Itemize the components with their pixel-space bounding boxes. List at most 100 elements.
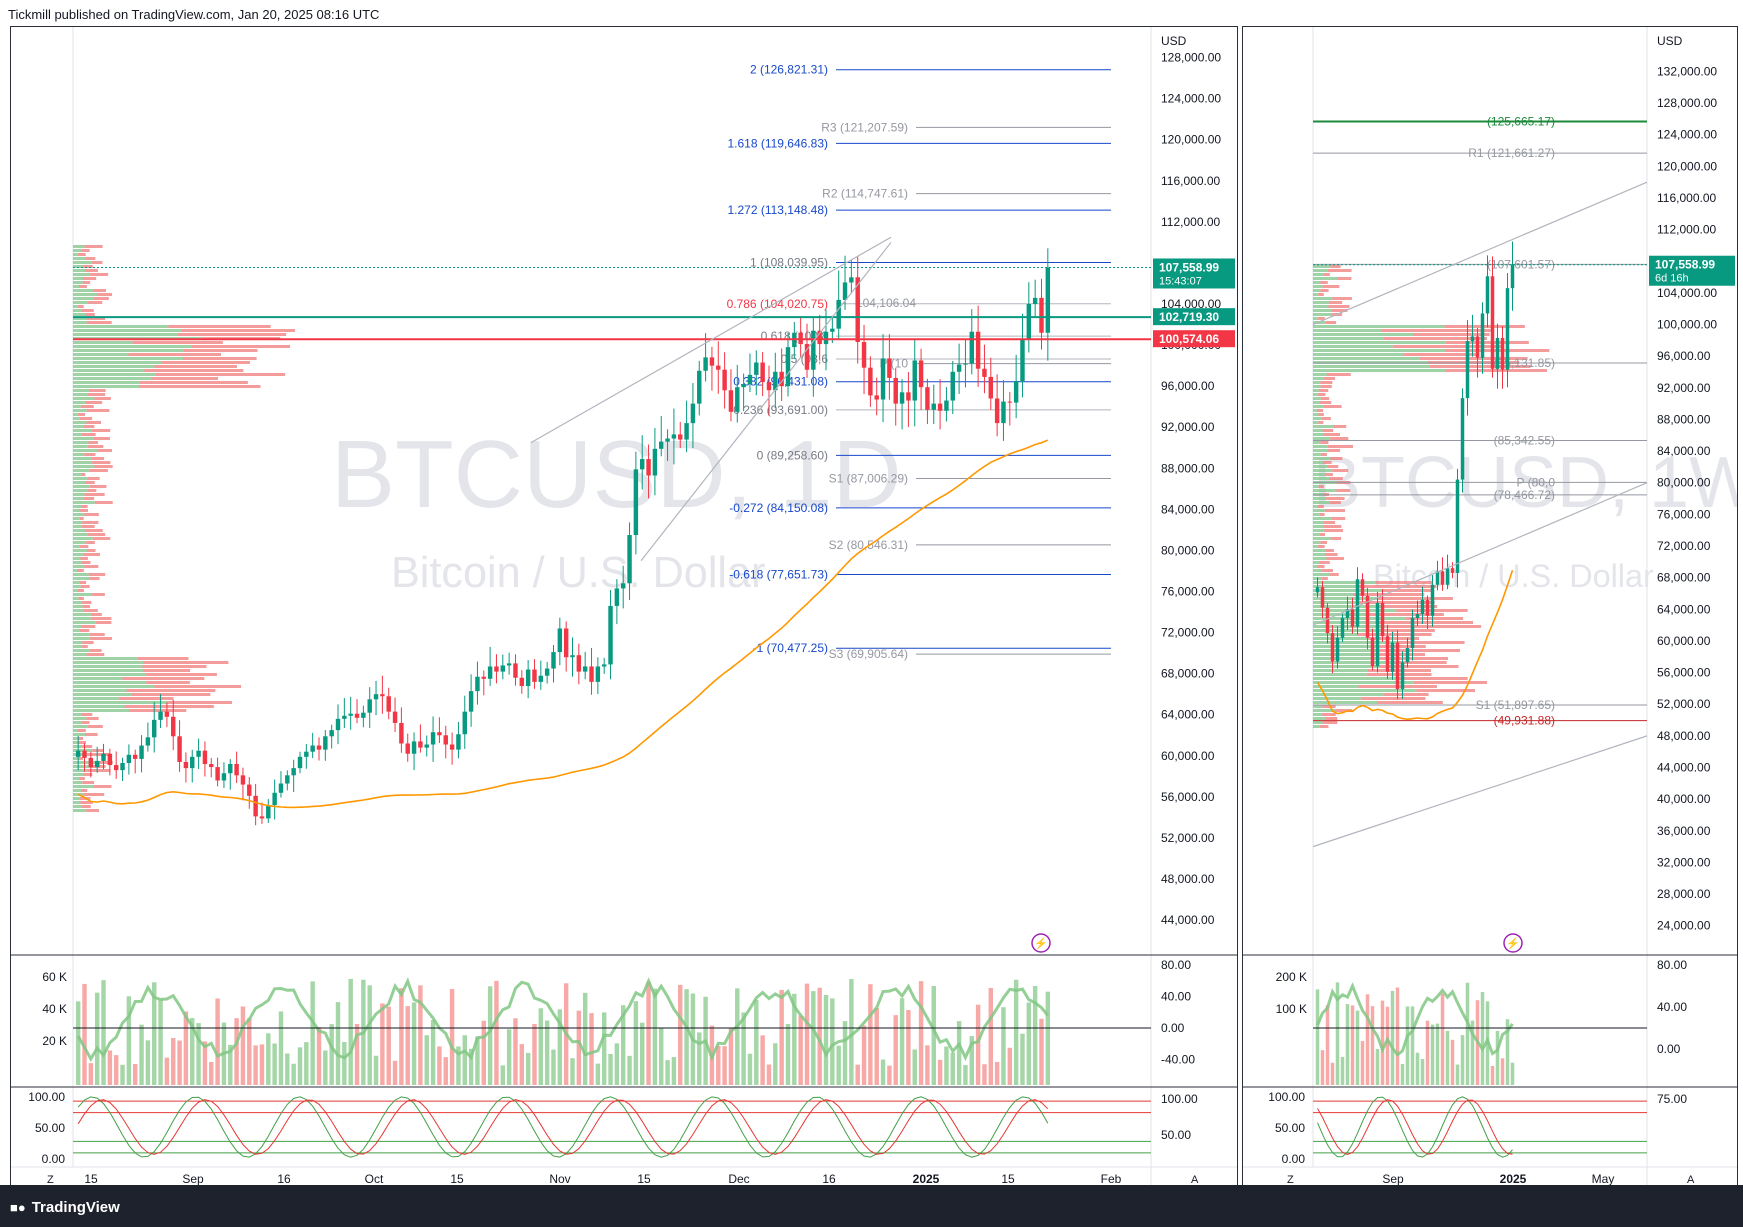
candle-body [811, 330, 816, 370]
candle-body [215, 767, 220, 781]
volume-profile-down-bar [83, 773, 93, 776]
candle-body [152, 719, 157, 738]
candle-body [640, 459, 645, 470]
volume-profile-up-bar [73, 581, 80, 584]
volume-profile-up-bar [1313, 721, 1323, 724]
pivot-level-label: S2 (80,546.31) [829, 538, 908, 552]
candle-body [120, 762, 125, 771]
volume-profile-up-bar [73, 673, 147, 676]
volume-profile-down-bar [1322, 713, 1336, 716]
fib-level-label: -0.272 (84,150.08) [729, 501, 828, 515]
tradingview-brand[interactable]: ■● TradingView [10, 1199, 120, 1216]
volume-profile-up-bar [73, 597, 79, 600]
volume-profile-down-bar [82, 745, 93, 748]
volume-profile-up-bar [73, 533, 88, 536]
time-tick-label: 16 [822, 1172, 836, 1186]
volume-profile-up-bar [1313, 593, 1354, 596]
volume-bar [944, 1046, 949, 1085]
volume-bar [1325, 1005, 1330, 1085]
volume-bar [310, 981, 315, 1085]
candle-body [773, 371, 778, 391]
volume-bar [316, 1027, 322, 1085]
volume-profile-down-bar [97, 293, 113, 296]
volume-profile-up-bar [1313, 305, 1329, 308]
candle-body [266, 805, 271, 819]
volume-profile-down-bar [1320, 441, 1329, 444]
fib-level-label: 2 (126,821.31) [750, 63, 828, 77]
volume-bar [1495, 1030, 1500, 1085]
candle-body [462, 711, 467, 735]
candle-body [475, 676, 480, 692]
volume-bar [113, 1055, 119, 1085]
volume-bar [1039, 1018, 1044, 1085]
volume-bar [342, 1041, 347, 1085]
volume-profile-up-bar [1313, 325, 1445, 328]
volume-profile-down-bar [1322, 461, 1332, 464]
volume-profile-up-bar [1313, 597, 1378, 600]
volume-bar [1465, 982, 1470, 1085]
candle-body [405, 743, 410, 754]
volume-profile-down-bar [1326, 557, 1344, 560]
volume-profile-down-bar [139, 385, 261, 388]
volume-profile-down-bar [93, 297, 109, 300]
candle-body [228, 764, 233, 774]
volume-profile-down-bar [143, 669, 191, 672]
volume-bar [253, 1045, 258, 1085]
volume-profile-down-bar [1333, 425, 1347, 428]
volume-profile-down-bar [79, 509, 89, 512]
price-tick-label: 128,000.00 [1161, 51, 1221, 65]
volume-bar [956, 1021, 962, 1085]
weekly-chart-panel[interactable]: BTCUSD, 1W Bitcoin / U.S. Dollar USD 132,00… [1242, 26, 1738, 1193]
volume-profile-up-bar [1313, 713, 1323, 716]
volume-profile-down-bar [84, 513, 99, 516]
candle-body [323, 736, 328, 750]
price-tick-label: 76,000.00 [1161, 585, 1215, 599]
price-tick-label: 100,000.00 [1657, 318, 1717, 332]
candle-body [1032, 297, 1038, 305]
volume-profile-up-bar [73, 257, 86, 260]
time-tick-label: May [1592, 1172, 1615, 1186]
candle-body [310, 745, 315, 752]
footer-bar [0, 1185, 1743, 1227]
time-tick-label: 2025 [1500, 1172, 1527, 1186]
candle-body [849, 277, 854, 283]
volume-bar [1020, 1033, 1025, 1085]
volume-profile-down-bar [1360, 697, 1426, 700]
daily-chart-svg[interactable]: BTCUSD, 1D Bitcoin / U.S. Dollar USD 128,00… [11, 27, 1237, 1192]
candle-body [988, 376, 994, 399]
volume-profile-up-bar [1313, 657, 1380, 660]
volume-profile-down-bar [191, 345, 291, 348]
candle-body [937, 403, 943, 411]
candle-body [1440, 571, 1445, 585]
candle-body [348, 713, 353, 716]
volume-profile-down-bar [1445, 341, 1529, 344]
momentum-axis-label: 80.00 [1657, 958, 1687, 972]
volume-bar [132, 1063, 138, 1085]
daily-chart-panel[interactable]: BTCUSD, 1D Bitcoin / U.S. Dollar USD 128,00… [10, 26, 1238, 1193]
stochastic-right-label: 50.00 [1161, 1128, 1191, 1142]
level-label: R1 (121,661.27) [1468, 146, 1555, 160]
weekly-chart-svg[interactable]: BTCUSD, 1W Bitcoin / U.S. Dollar USD 132,00… [1243, 27, 1737, 1192]
volume-profile-down-bar [1317, 565, 1325, 568]
volume-profile-down-bar [81, 561, 91, 564]
candle-body [893, 377, 898, 404]
candle-body [171, 716, 176, 737]
volume-profile-down-bar [88, 573, 106, 576]
volume-profile-up-bar [73, 369, 145, 372]
volume-profile-down-bar [77, 589, 84, 592]
price-tick-label: 28,000.00 [1657, 887, 1711, 901]
volume-profile-down-bar [1378, 653, 1425, 656]
volume-profile-down-bar [1326, 373, 1351, 376]
price-tick-label: 124,000.00 [1161, 92, 1221, 106]
volume-profile-up-bar [1313, 445, 1328, 448]
price-tick-label: 116,000.00 [1161, 174, 1220, 188]
volume-profile-down-bar [1330, 457, 1343, 460]
volume-profile-up-bar [73, 297, 94, 300]
candle-body [747, 374, 753, 385]
volume-bar [468, 1048, 474, 1085]
volume-profile-up-bar [1313, 625, 1386, 628]
volume-bar [684, 989, 689, 1085]
stochastic-axis-label: 50.00 [1275, 1121, 1305, 1135]
volume-bar [1007, 1047, 1013, 1085]
candle-body [354, 713, 360, 718]
